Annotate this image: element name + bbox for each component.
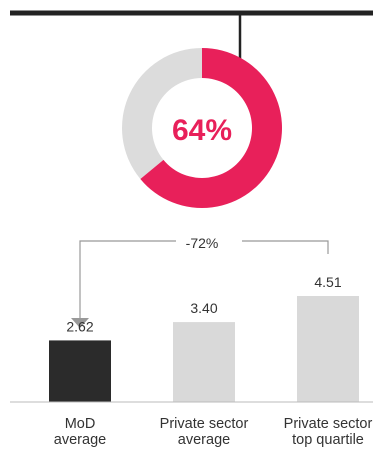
donut-remainder-arc [122,48,202,179]
bar-2 [173,322,235,402]
category-label-1-line-1: MoD [65,416,96,432]
bar-value-label-3: 4.51 [314,274,341,290]
bar-3 [297,296,359,402]
bar-value-label-1: 2.62 [66,318,93,334]
donut-center-label: 64% [172,114,232,147]
category-label-3-line-2: top quartile [292,432,364,448]
comparison-bracket-left [79,240,176,318]
category-label-1-line-2: average [54,432,106,448]
category-label-2-line-2: average [178,432,230,448]
comparison-arrow-head [71,318,89,328]
comparison-label: -72% [186,235,219,251]
category-label-2-line-1: Private sector [160,416,249,432]
comparison-bracket-right [242,240,329,254]
bar-1 [49,340,111,402]
donut-value-arc [140,48,283,208]
bar-value-label-2: 3.40 [190,300,217,316]
category-label-3-line-1: Private sector [284,416,373,432]
donut-chart: 64% [122,48,283,208]
